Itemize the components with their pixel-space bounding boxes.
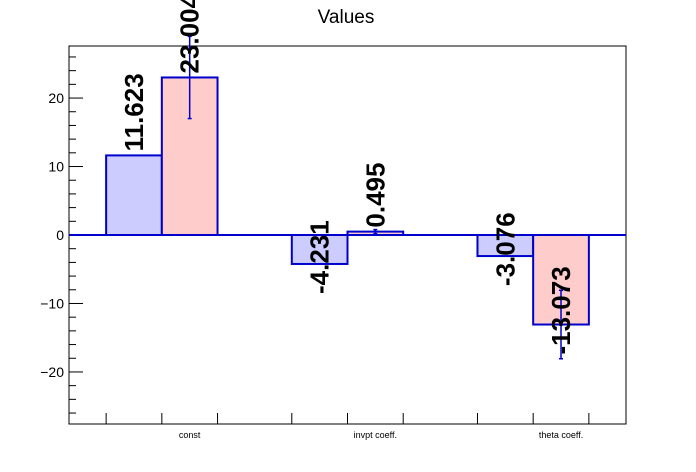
y-tick-label: 20 [48,90,64,106]
bars-layer [105,76,590,326]
y-axis: −20 −10 0 10 20 [40,56,83,414]
value-label: 0.495 [360,163,390,228]
error-bars-layer [187,35,564,360]
value-labels-layer: 11.623 -4.231 -3.076 23.004 0.495 -13.073 [119,0,576,355]
value-label: -3.076 [490,212,520,286]
value-label: 23.004 [175,0,205,73]
x-category-label: theta coeff. [539,430,583,440]
y-tick-label: 10 [48,159,64,175]
chart-title: Values [318,7,375,28]
bar [105,154,163,236]
bar [290,234,349,265]
x-category-label: invpt coeff. [354,430,397,440]
value-label: 11.623 [119,73,149,151]
value-label: -13.073 [546,266,576,354]
y-tick-label: −10 [40,295,64,311]
y-tick-label: 0 [56,227,64,243]
x-axis: const invpt coeff. theta coeff. [105,413,590,440]
x-category-label: const [179,430,201,440]
y-tick-label: −20 [40,364,64,380]
value-label: -4.231 [305,220,335,294]
